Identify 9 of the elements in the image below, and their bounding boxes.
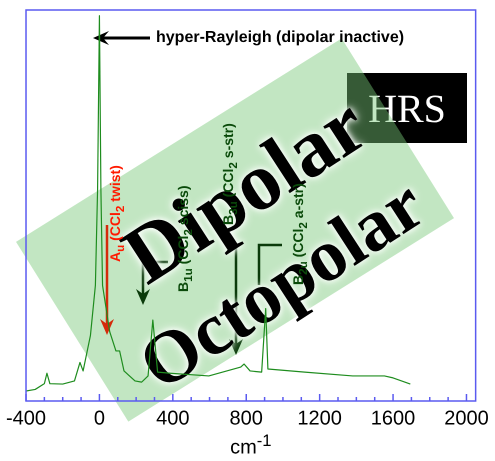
x-axis-title: cm$^{-1}$	[230, 431, 272, 460]
x-tick-label: 800	[230, 408, 263, 430]
x-tick-label: -400	[6, 408, 46, 430]
x-tick-label: 1200	[297, 408, 342, 430]
x-tick-label: 1600	[370, 408, 416, 430]
x-tick-label: 0	[94, 408, 105, 430]
annotation: hyper-Rayleigh (dipolar inactive)	[156, 29, 404, 47]
x-tick-label: 2000	[444, 408, 489, 430]
x-tick-label: 400	[156, 408, 190, 430]
